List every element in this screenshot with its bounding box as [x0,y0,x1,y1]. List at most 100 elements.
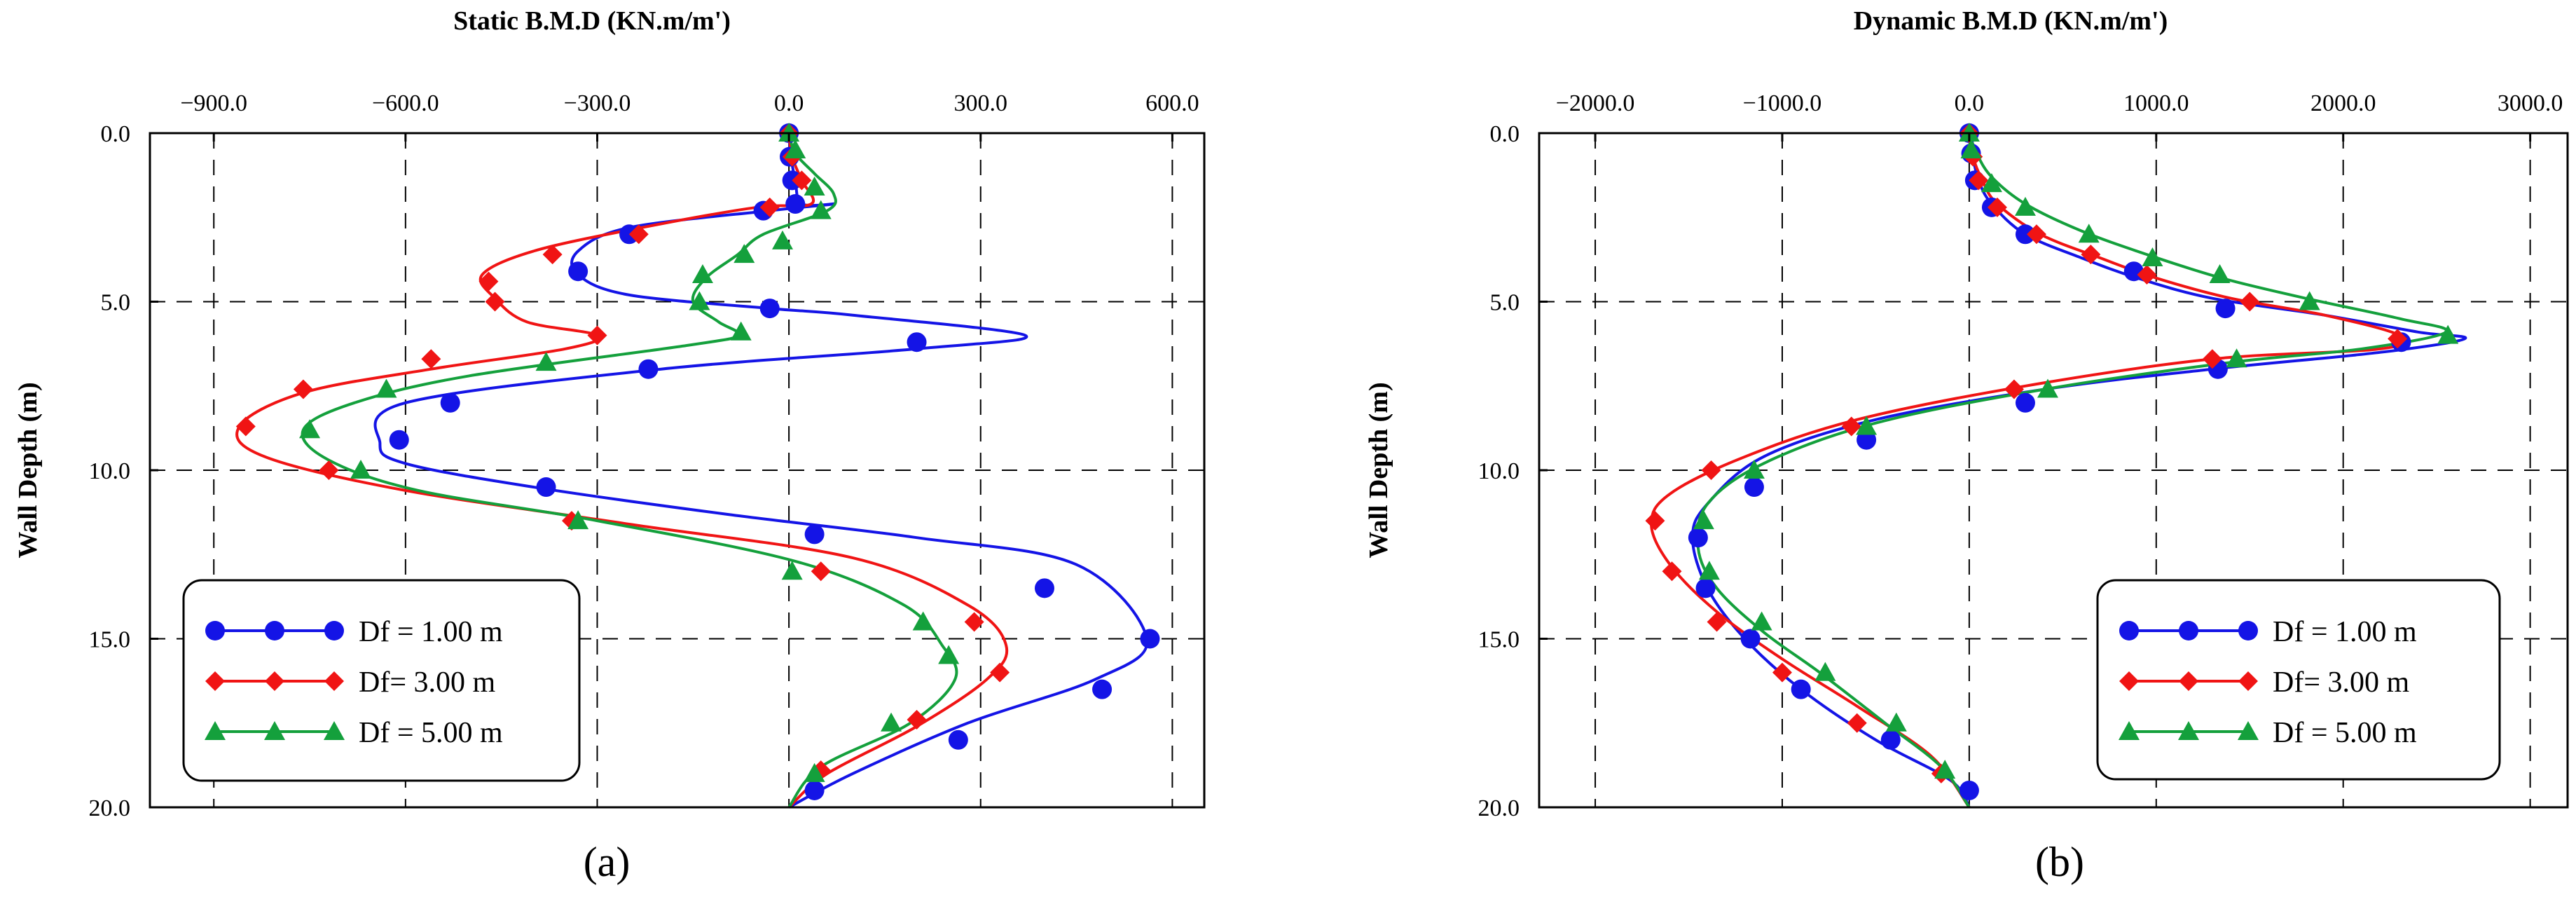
static-series-1-marker [948,730,968,750]
dynamic-series-3-marker [2142,247,2163,266]
static-series-1-marker [440,392,460,413]
static-legend: Df = 1.00 m Df= 3.00 m Df = 5.00 m [182,579,581,782]
static-series-1-marker [759,299,780,319]
static-legend-label-3: Df = 5.00 m [359,717,503,749]
static-legend-marker-1 [265,621,284,641]
static-series-2-marker [293,379,313,399]
dynamic-series-1-marker [1791,679,1811,699]
dynamic-legend-marker-2 [2119,671,2139,691]
dynamic-series-2-marker [2137,265,2157,285]
dynamic-series-2-marker [1847,713,1867,733]
dynamic-x-tick-label: 3000.0 [2498,90,2563,116]
dynamic-series-2-marker [1969,170,1989,191]
static-series-3-marker [785,139,806,159]
dynamic-series-3-marker [1856,416,1878,435]
dynamic-series-3-marker [1751,611,1772,631]
static-series-2-marker [421,349,441,369]
dynamic-legend-marker-1 [2238,621,2258,641]
dynamic-legend-marker-3 [2238,721,2259,740]
dynamic-series-1-marker [1695,578,1716,598]
static-legend-marker-2 [324,671,344,691]
dynamic-legend-label-2: Df= 3.00 m [2273,666,2410,699]
dynamic-series-2-marker [2202,349,2222,369]
static-series-3-marker [938,645,960,664]
panel-label-b: (b) [2035,839,2084,885]
static-series-3-marker [376,378,397,398]
dynamic-series-3-marker [1981,173,2002,193]
dynamic-series-2-marker [1772,662,1792,683]
static-series-1-marker [568,261,588,282]
dynamic-series-3-marker [2209,264,2231,284]
static-series-1-marker [638,359,659,379]
static-series-3-marker [567,510,589,530]
dynamic-legend-marker-1 [2119,621,2139,641]
dynamic-series-line-3 [1695,132,2448,809]
static-x-tick-label: −600.0 [372,90,439,116]
dynamic-y-axis-label: Wall Depth (m) [1364,382,1393,558]
static-x-tick-label: 300.0 [954,90,1008,116]
dynamic-y-ticks: 0.0 5.0 10.0 15.0 20.0 [1478,121,1548,821]
dynamic-series-3-marker [2037,378,2058,398]
static-series-1-marker [389,430,409,450]
static-legend-marker-3 [324,721,345,740]
static-y-ticks: 0.0 5.0 10.0 15.0 20.0 [89,121,158,821]
dynamic-series-1-marker [1740,629,1761,649]
static-legend-marker-2 [265,671,284,691]
dynamic-series-3-marker [1693,510,1714,530]
static-series-2-marker [792,170,812,191]
static-series-3-marker [350,460,371,479]
static-series-1-marker [804,524,825,545]
static-series-3-marker [689,291,710,310]
static-series-1-marker [1092,679,1113,699]
static-series-3-marker [804,176,825,196]
static-series-1-marker [1140,629,1160,649]
static-series-3-marker [810,200,832,219]
static-legend-label-2: Df= 3.00 m [359,666,496,699]
dynamic-x-tick-label: 1000.0 [2123,90,2189,116]
static-series-3-marker [772,230,793,249]
dynamic-chart-title: Dynamic B.M.D (KN.m/m') [1854,6,2168,36]
dynamic-series-3-marker [1934,760,1956,779]
dynamic-series-3-marker [2299,291,2320,310]
dynamic-series-2-marker [2240,292,2260,312]
dynamic-series-2-marker [1841,416,1861,437]
dynamic-x-tick-label: 2000.0 [2310,90,2376,116]
static-y-tick-label: 10.0 [89,458,131,484]
dynamic-series-1-marker [1857,430,1877,450]
dynamic-series-1-marker [1744,477,1764,498]
dynamic-series-2-marker [1701,460,1721,480]
dynamic-series-1-marker [1880,730,1901,750]
dynamic-y-tick-label: 10.0 [1478,458,1520,484]
static-y-axis-label: Wall Depth (m) [13,382,43,558]
static-legend-marker-1 [324,621,344,641]
dynamic-series-1-marker [2015,392,2035,413]
dynamic-series-3-marker [2226,348,2247,368]
dynamic-y-tick-label: 5.0 [1490,290,1520,316]
static-legend-marker-1 [205,621,225,641]
panel-label-a: (a) [584,839,631,885]
dynamic-series-1-marker [2015,224,2035,245]
static-y-tick-label: 5.0 [101,290,131,316]
dynamic-legend-label-3: Df = 5.00 m [2273,717,2417,749]
dynamic-legend-marker-1 [2179,621,2198,641]
dynamic-y-tick-label: 20.0 [1478,795,1520,821]
static-legend-label-1: Df = 1.00 m [359,616,503,648]
static-x-tick-label: −900.0 [180,90,247,116]
static-series-2-marker [811,561,831,582]
static-series-2-marker [907,709,927,730]
static-y-tick-label: 15.0 [89,627,131,653]
static-x-tick-label: 0.0 [774,90,804,116]
dynamic-x-tick-label: −2000.0 [1556,90,1635,116]
dynamic-legend-marker-2 [2179,671,2198,691]
static-series-1-marker [785,194,806,214]
static-x-tick-label: −300.0 [564,90,631,116]
dynamic-series-2-marker [1707,612,1727,632]
dynamic-series-2-marker [2081,245,2101,265]
dynamic-bmd-chart: Dynamic B.M.D (KN.m/m') −2000.0 −1000.0 0.… [1364,6,2569,885]
static-series-1-marker [907,332,927,352]
dynamic-series-3-marker [1814,662,1836,681]
static-bmd-chart: Static B.M.D (KN.m/m') −900.0 −600.0 −300.… [13,6,1206,885]
static-x-ticks: −900.0 −600.0 −300.0 0.0 300.0 600.0 [180,90,1199,142]
dynamic-series-3-marker [2014,196,2036,216]
